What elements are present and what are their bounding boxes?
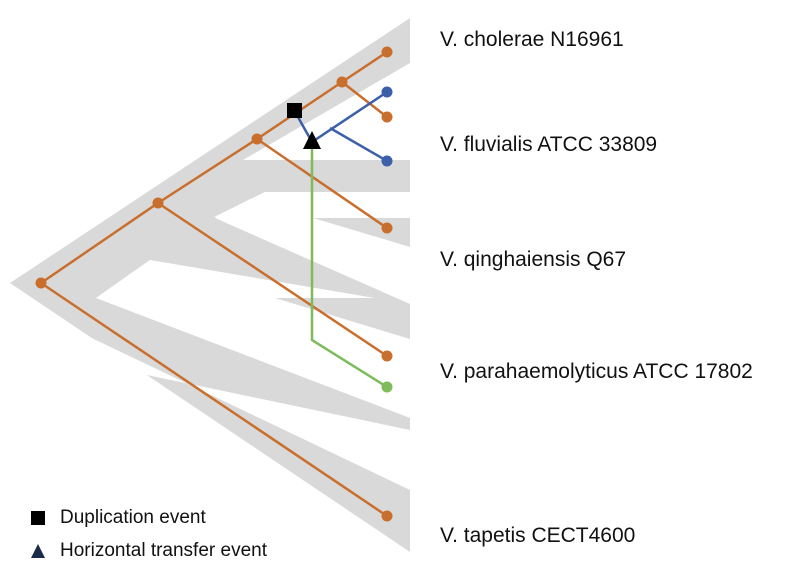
species-tree-inner-gap-4 <box>75 330 410 490</box>
species-label-parahaemolyticus: V. parahaemolyticus ATCC 17802 <box>440 360 753 383</box>
blue-branch <box>329 126 388 163</box>
green-transfer-branch <box>310 142 388 389</box>
horizontal-transfer-event-marker <box>303 131 321 149</box>
species-label-cholerae: V. cholerae N16961 <box>440 28 624 51</box>
blue-leaf-node <box>381 86 393 98</box>
orange-branch <box>341 81 388 118</box>
legend-duplication: Duplication event <box>30 506 206 530</box>
green-leaf-node <box>381 381 393 393</box>
blue-branch <box>311 90 388 144</box>
orange-leaf-node <box>381 222 393 234</box>
legend-duplication-label: Duplication event <box>60 507 206 528</box>
orange-node <box>336 76 348 88</box>
legend-transfer: Horizontal transfer event <box>30 539 267 563</box>
orange-branch <box>256 137 388 230</box>
orange-branch <box>341 50 388 84</box>
duplication-event-marker <box>287 103 302 118</box>
triangle-icon <box>31 544 45 558</box>
orange-leaf-node <box>381 510 393 522</box>
species-label-tapetis: V. tapetis CECT4600 <box>440 524 636 547</box>
species-label-qinghaiensis: V. qinghaiensis Q67 <box>440 248 627 271</box>
square-icon <box>31 511 45 525</box>
species-label-fluvialis: V. fluvialis ATCC 33809 <box>440 133 658 156</box>
legend-transfer-label: Horizontal transfer event <box>60 540 267 561</box>
species-tree-background <box>10 18 410 552</box>
orange-node <box>35 277 47 289</box>
orange-branch <box>40 281 388 518</box>
orange-branch <box>157 201 388 358</box>
orange-gene-branches <box>40 50 388 518</box>
orange-branch <box>157 137 258 205</box>
species-tree-inner-gap-3 <box>96 260 410 418</box>
orange-node <box>251 133 263 145</box>
orange-node <box>152 197 164 209</box>
blue-leaf-node <box>381 155 393 167</box>
orange-leaf-node <box>381 46 393 58</box>
gene-tree <box>35 46 393 522</box>
orange-leaf-node <box>381 111 393 123</box>
gene-tree-nodes <box>35 46 393 522</box>
orange-branch <box>40 201 159 285</box>
orange-leaf-node <box>381 350 393 362</box>
